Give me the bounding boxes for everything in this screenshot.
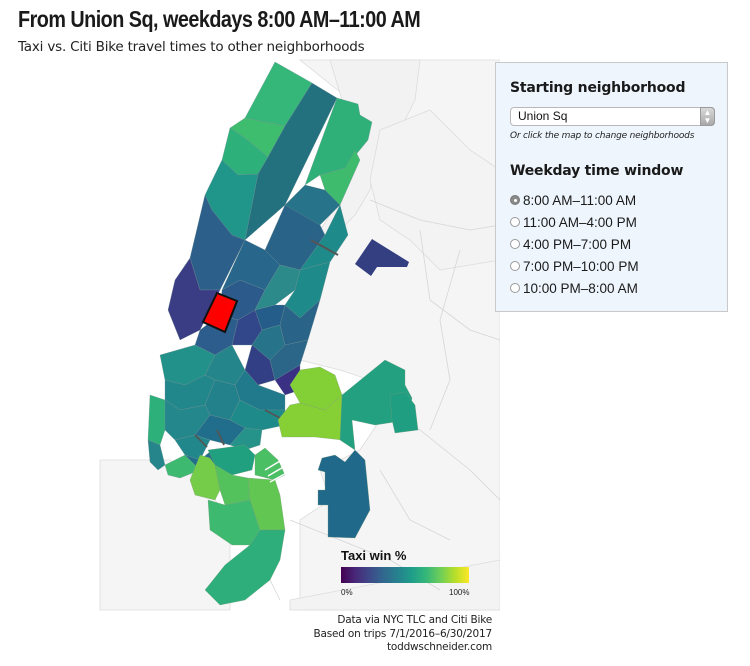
radio-unchecked-icon[interactable]	[510, 261, 520, 271]
page-title: From Union Sq, weekdays 8:00 AM–11:00 AM	[18, 6, 421, 32]
time-option-label: 11:00 AM–4:00 PM	[523, 214, 637, 230]
neighborhood-select[interactable]: Union Sq ▲ ▼	[510, 107, 715, 126]
time-option-11am-4pm[interactable]: 11:00 AM–4:00 PM	[510, 212, 637, 232]
legend-max-label: 100%	[449, 588, 470, 597]
page-subtitle: Taxi vs. Citi Bike travel times to other…	[18, 39, 365, 55]
neighborhood-east-harlem-north	[304, 97, 373, 186]
time-option-7pm-10pm[interactable]: 7:00 PM–10:00 PM	[510, 256, 639, 276]
radio-unchecked-icon[interactable]	[510, 217, 520, 227]
select-arrows-icon: ▲ ▼	[700, 107, 715, 126]
radio-unchecked-icon[interactable]	[510, 283, 520, 293]
neighborhood-heading: Starting neighborhood	[510, 80, 686, 96]
choropleth-map[interactable]	[0, 56, 500, 616]
legend-color-scale	[341, 567, 469, 583]
neighborhood-bushwick-north	[389, 391, 419, 434]
time-option-label: 10:00 PM–8:00 AM	[523, 280, 638, 296]
neighborhood-hint: Or click the map to change neighborhoods	[510, 131, 695, 141]
brooklyn-bridges	[194, 409, 283, 448]
credits: Data via NYC TLC and Citi Bike Based on …	[313, 614, 493, 655]
neighborhood-stuy-town	[244, 344, 276, 386]
neighborhood-yorkville	[299, 204, 349, 271]
neighborhood-battery-park	[147, 439, 166, 471]
neighborhood-clinton	[167, 257, 221, 341]
time-window-heading: Weekday time window	[510, 163, 684, 179]
brooklyn-neighborhoods[interactable]	[189, 359, 419, 606]
neighborhood-union-sq-selected[interactable]	[201, 291, 239, 334]
neighborhood-hudson-square	[147, 394, 166, 446]
time-option-label: 8:00 AM–11:00 AM	[523, 192, 637, 208]
neighborhood-fort-greene	[254, 447, 286, 481]
manhattan-neighborhoods[interactable]	[147, 61, 373, 479]
neighborhood-bedford-stuyvesant	[317, 449, 371, 539]
queensboro-bridge	[310, 239, 339, 256]
credits-website[interactable]: toddwschneider.com	[386, 641, 492, 653]
legend-min-label: 0%	[341, 588, 353, 597]
radio-checked-icon[interactable]	[510, 195, 520, 205]
neighborhood-long-island-city[interactable]	[355, 239, 409, 276]
time-option-label: 4:00 PM–7:00 PM	[523, 236, 632, 252]
time-option-label: 7:00 PM–10:00 PM	[523, 258, 639, 274]
time-option-10pm-8am[interactable]: 10:00 PM–8:00 AM	[510, 278, 638, 298]
time-option-4pm-7pm[interactable]: 4:00 PM–7:00 PM	[510, 234, 631, 254]
radio-unchecked-icon[interactable]	[510, 239, 520, 249]
credits-date-range: Based on trips 7/1/2016–6/30/2017	[313, 627, 493, 640]
credits-data-source: Data via NYC TLC and Citi Bike	[337, 614, 492, 626]
time-option-8am-11am[interactable]: 8:00 AM–11:00 AM	[510, 190, 636, 210]
neighborhood-park-slope	[204, 529, 286, 606]
controls-panel: Starting neighborhood Union Sq ▲ ▼ Or cli…	[495, 62, 728, 312]
piers	[159, 195, 295, 483]
legend-title: Taxi win %	[341, 548, 407, 563]
neighborhood-brooklyn-heights	[189, 454, 221, 501]
neighborhood-east-village-north	[269, 339, 309, 381]
neighborhood-select-value: Union Sq	[518, 109, 568, 123]
